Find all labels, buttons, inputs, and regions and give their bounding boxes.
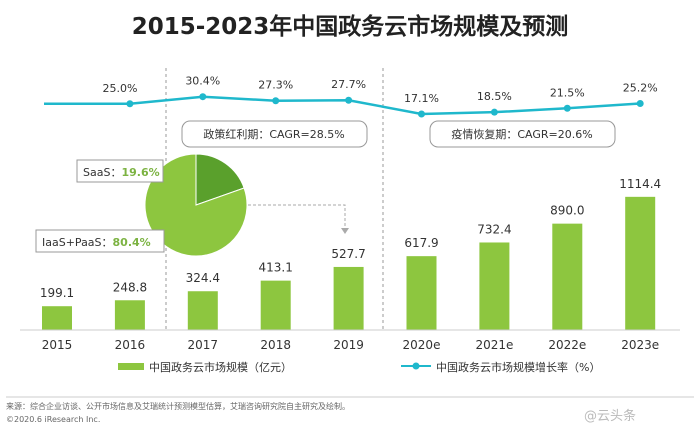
- bar-value-label-2015: 199.1: [40, 286, 74, 300]
- bar-value-labels: 199.1 248.8 324.4 413.1 527.7 617.9 732.4 890.0…: [40, 177, 661, 300]
- pie-iaas-value: 80.4%: [113, 236, 151, 249]
- growth-line-series: 25.0% 30.4% 27.3% 27.7% 17.1% 18.5% 21.5% 25.2%: [44, 75, 658, 118]
- pie-iaas-callout: IaaS+PaaS：80.4%: [35, 229, 165, 253]
- bar-value-label-2017: 324.4: [186, 271, 220, 285]
- pie-iaas-label: IaaS+PaaS：80.4%: [42, 236, 151, 249]
- growth-point-2018: [272, 97, 280, 105]
- recovery-box-text: 疫情恢复期：CAGR=20.6%: [451, 127, 592, 141]
- bar-2021e: [479, 242, 510, 330]
- bar-value-label-2023e: 1114.4: [619, 177, 661, 191]
- bar-value-label-2018: 413.1: [259, 261, 293, 275]
- footer-source: 来源：综合企业访谈、公开市场信息及艾瑞统计预测模型估算，艾瑞咨询研究院自主研究及…: [6, 401, 350, 411]
- footer-copyright: ©2020.6 iResearch Inc.: [6, 415, 100, 424]
- pie-arrow-connector: [248, 204, 346, 228]
- growth-point-2023e: [636, 99, 644, 107]
- bar-2022e: [552, 223, 583, 330]
- x-tick-2023e: 2023e: [621, 338, 659, 352]
- bar-2020e: [406, 256, 437, 330]
- period-dividers: [165, 68, 384, 330]
- growth-label-2023e: 25.2%: [623, 81, 658, 94]
- bar-2018: [260, 280, 291, 330]
- recovery-box: 疫情恢复期：CAGR=20.6%: [429, 120, 616, 148]
- bar-value-label-2022e: 890.0: [550, 204, 584, 218]
- legend-bar-swatch: [118, 363, 144, 370]
- policy-box: 政策红利期：CAGR=28.5%: [181, 120, 368, 148]
- x-axis-ticks: 2015 2016 2017 2018 2019 2020e 2021e 2022e 2023e: [42, 338, 659, 352]
- bar-series: [42, 196, 656, 330]
- growth-label-2017: 30.4%: [185, 75, 220, 88]
- growth-label-2020e: 17.1%: [404, 92, 439, 105]
- growth-point-2016: [126, 100, 134, 108]
- x-tick-2018: 2018: [260, 338, 291, 352]
- growth-point-2022e: [563, 104, 571, 112]
- bar-2019: [333, 266, 364, 330]
- x-tick-2019: 2019: [333, 338, 364, 352]
- x-tick-2015: 2015: [42, 338, 73, 352]
- pie-saas-label-text: SaaS：: [83, 166, 121, 179]
- bar-value-label-2019: 527.7: [331, 247, 365, 261]
- growth-line: [44, 95, 641, 116]
- pie-slice-iaas-paas: [144, 153, 248, 257]
- growth-label-2018: 27.3%: [258, 79, 293, 92]
- x-tick-2021e: 2021e: [475, 338, 513, 352]
- x-tick-2016: 2016: [115, 338, 146, 352]
- x-tick-2017: 2017: [188, 338, 219, 352]
- bar-2023e: [625, 196, 656, 330]
- bar-2016: [114, 300, 145, 330]
- growth-label-2022e: 21.5%: [550, 86, 585, 99]
- legend-line-label: 中国政务云市场规模增长率（%）: [436, 360, 600, 374]
- policy-box-text: 政策红利期：CAGR=28.5%: [203, 127, 344, 141]
- x-tick-2022e: 2022e: [548, 338, 586, 352]
- legend-bar-label: 中国政务云市场规模（亿元）: [149, 360, 292, 374]
- pie-iaas-label-text: IaaS+PaaS：: [42, 236, 113, 249]
- growth-label-2016: 25.0%: [103, 82, 138, 95]
- pie-saas-callout: SaaS：19.6%: [76, 159, 164, 183]
- growth-label-2021e: 18.5%: [477, 90, 512, 103]
- x-tick-2020e: 2020e: [403, 338, 441, 352]
- bar-value-label-2021e: 732.4: [477, 222, 511, 236]
- pie-arrow-head: [341, 228, 349, 234]
- growth-point-2017: [199, 93, 207, 101]
- growth-label-2019: 27.7%: [331, 78, 366, 91]
- growth-point-2019: [345, 96, 353, 104]
- chart-title: 2015-2023年中国政务云市场规模及预测: [132, 13, 569, 40]
- footer-watermark: @云头条: [584, 408, 636, 424]
- bar-2015: [42, 306, 72, 330]
- pie-chart: [144, 153, 248, 257]
- bar-2017: [187, 291, 218, 330]
- bar-value-label-2016: 248.8: [113, 280, 147, 294]
- legend-line-marker: [412, 362, 420, 370]
- pie-saas-label: SaaS：19.6%: [83, 166, 160, 179]
- bar-value-label-2020e: 617.9: [404, 236, 438, 250]
- growth-point-2021e: [490, 108, 498, 116]
- pie-saas-value: 19.6%: [121, 166, 159, 179]
- legend: 中国政务云市场规模（亿元） 中国政务云市场规模增长率（%）: [118, 360, 600, 374]
- growth-point-2020e: [418, 110, 425, 118]
